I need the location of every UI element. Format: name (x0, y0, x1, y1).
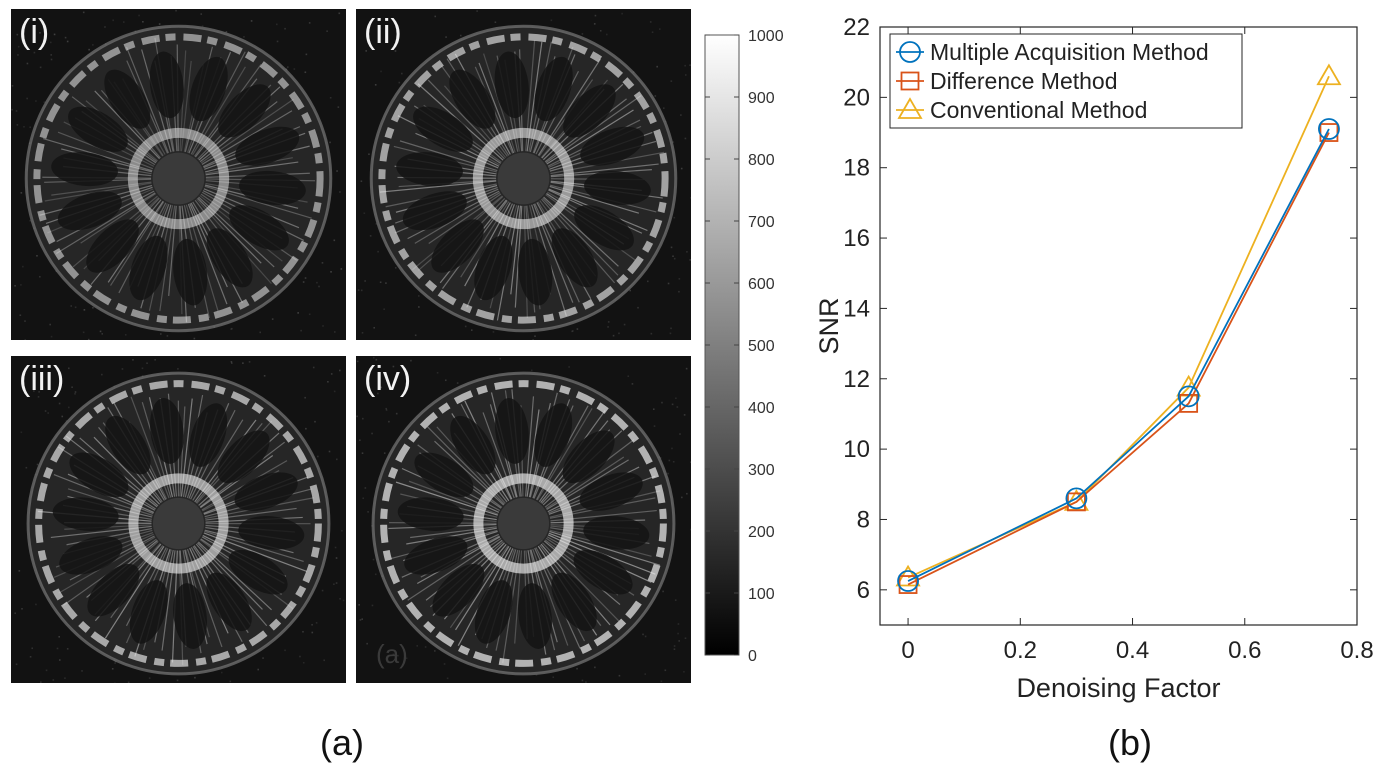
data-point-circle (1065, 487, 1088, 510)
colorbar-tick-label: 100 (748, 586, 775, 603)
legend-entry: Multiple Acquisition Method (930, 39, 1209, 65)
colorbar-tick-label: 1000 (748, 28, 784, 45)
mri-slice-iii-image (11, 356, 346, 683)
panel-label-iv: (iv) (364, 360, 412, 398)
legend-marker-circle (899, 41, 921, 63)
x-axis-label: Denoising Factor (1016, 673, 1220, 703)
colorbar-tick-label: 600 (748, 276, 775, 293)
colorbar-tick-label: 0 (748, 648, 757, 665)
data-point-circle (1177, 385, 1200, 408)
y-tick-label: 20 (843, 84, 870, 111)
legend-marker-square (900, 71, 920, 91)
legend-marker-triangle (897, 97, 923, 119)
panel-label-iii: (iii) (19, 360, 65, 398)
panel-label-ii: (ii) (364, 13, 402, 51)
data-point-triangle (1316, 63, 1342, 86)
y-axis-label: SNR (814, 297, 844, 354)
colorbar-tick-label: 900 (748, 90, 775, 107)
y-tick-label: 14 (843, 295, 870, 322)
x-tick-label: 0.6 (1228, 637, 1261, 664)
caption-a: (a) (320, 722, 364, 763)
image-panel-iv: (iv) (a) (356, 356, 691, 683)
legend-entry: Difference Method (930, 68, 1118, 94)
y-tick-label: 12 (843, 366, 870, 393)
y-tick-label: 6 (857, 577, 870, 604)
image-panel-i: (i) (11, 9, 346, 340)
colorbar-tick-label: 800 (748, 152, 775, 169)
y-tick-label: 18 (843, 155, 870, 182)
image-panel-ii: (ii) (356, 9, 691, 340)
colorbar-tick-label: 700 (748, 214, 775, 231)
colorbar-tick-label: 200 (748, 524, 775, 541)
y-tick-label: 22 (843, 14, 870, 41)
colorbar-tick-label: 500 (748, 338, 775, 355)
x-tick-label: 0 (901, 637, 914, 664)
x-tick-label: 0.8 (1340, 637, 1373, 664)
mri-slice-ii-image (356, 9, 691, 340)
series-line-circle (907, 128, 1330, 582)
legend-box (889, 33, 1243, 129)
y-tick-label: 10 (843, 436, 870, 463)
legend-entry: Conventional Method (930, 97, 1147, 123)
panel-label-i: (i) (19, 13, 50, 51)
data-point-circle (1318, 118, 1340, 140)
inner-panel-label: (a) (376, 639, 408, 669)
mri-slice-iv-image (356, 356, 691, 683)
mri-slice-i-image (11, 9, 346, 340)
colorbar-tick-label: 300 (748, 462, 775, 479)
series-line-square (907, 132, 1330, 586)
y-tick-label: 16 (843, 225, 870, 252)
image-panel-iii: (iii) (11, 356, 346, 683)
x-tick-label: 0.2 (1004, 637, 1037, 664)
y-tick-label: 8 (857, 506, 870, 533)
x-tick-label: 0.4 (1116, 637, 1149, 664)
colorbar-tick-label: 400 (748, 400, 775, 417)
caption-b: (b) (1108, 722, 1152, 763)
data-point-circle (897, 570, 919, 592)
